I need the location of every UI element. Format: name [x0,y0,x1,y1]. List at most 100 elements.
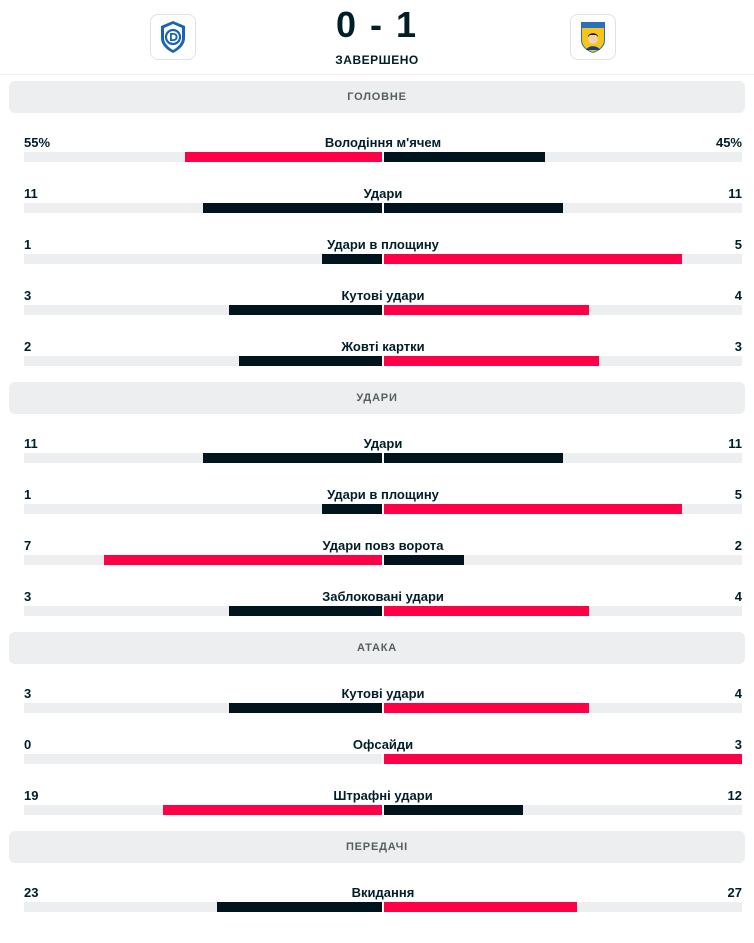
stat-name: Удари повз ворота [322,538,444,553]
home-bar-track [24,254,382,264]
stat-bars [24,555,742,565]
away-value: 5 [734,487,742,502]
home-bar-fill [228,305,382,315]
home-bar-track [24,606,382,616]
stat-name: Вкидання [351,885,415,900]
stat-row: 3 Кутові удари 4 [24,672,742,723]
section-header: УДАРИ [9,382,745,414]
home-value: 23 [24,885,39,900]
home-bar-track [24,305,382,315]
stat-name: Удари в площину [327,237,439,252]
home-value: 55% [24,135,51,150]
stat-name: Удари [363,436,403,451]
stat-row: 23 Вкидання 27 [24,871,742,922]
away-value: 11 [728,186,742,201]
stat-bars [24,453,742,463]
stat-bars [24,152,742,162]
home-bar-fill [322,254,382,264]
away-bar-fill [384,606,589,616]
stat-bars [24,805,742,815]
stats-section: АТАКА 3 Кутові удари 4 0 Офсайди 3 19 Штрафні уд… [0,632,754,825]
stat-name: Жовті картки [341,339,425,354]
home-bar-track [24,152,382,162]
home-value: 3 [24,686,32,701]
stat-name: Володіння м'ячем [324,135,442,150]
stat-row: 1 Удари в площину 5 [24,223,742,274]
away-bar-fill [384,152,546,162]
stat-bars [24,504,742,514]
stat-bars [24,356,742,366]
away-value: 3 [734,737,742,752]
section-header: ГОЛОВНЕ [9,81,745,113]
home-bar-track [24,203,382,213]
away-value: 4 [734,589,742,604]
stat-row: 7 Удари повз ворота 2 [24,524,742,575]
away-value: 4 [734,686,742,701]
home-bar-track [24,902,382,912]
stat-row: 11 Удари 11 [24,172,742,223]
away-value: 2 [734,538,742,553]
stat-row: 55% Володіння м'ячем 45% [24,121,742,172]
stat-row: 2 Жовті картки 3 [24,325,742,376]
home-bar-fill [203,453,382,463]
away-value: 45% [715,135,742,150]
stat-name: Штрафні удари [333,788,433,803]
away-value: 5 [734,237,742,252]
stat-row: 11 Удари 11 [24,422,742,473]
home-bar-fill [322,504,382,514]
stat-name: Кутові удари [341,288,425,303]
dynamo-kyiv-crest-icon [161,21,185,53]
home-value: 0 [24,737,32,752]
away-bar-track [384,254,742,264]
stat-bars [24,203,742,213]
away-bar-fill [384,504,683,514]
away-team-logo[interactable] [570,14,616,60]
away-bar-fill [384,356,599,366]
away-bar-track [384,305,742,315]
stat-name: Офсайди [352,737,414,752]
away-bar-track [384,504,742,514]
stat-bars [24,703,742,713]
away-bar-fill [384,305,589,315]
home-value: 11 [24,436,38,451]
home-value: 1 [24,487,32,502]
stat-name: Удари [363,186,403,201]
home-value: 7 [24,538,32,553]
home-bar-track [24,504,382,514]
away-bar-track [384,356,742,366]
home-bar-track [24,356,382,366]
home-value: 2 [24,339,32,354]
stat-row: 3 Кутові удари 4 [24,274,742,325]
home-bar-track [24,555,382,565]
away-bar-fill [384,754,742,764]
home-bar-track [24,703,382,713]
away-bar-track [384,203,742,213]
home-value: 11 [24,186,38,201]
away-bar-track [384,805,742,815]
statistics-sections: ГОЛОВНЕ 55% Володіння м'ячем 45% 11 Удари 11 1 У… [0,81,754,922]
away-bar-fill [384,254,683,264]
away-bar-track [384,754,742,764]
home-value: 1 [24,237,32,252]
home-bar-track [24,754,382,764]
away-bar-track [384,902,742,912]
home-value: 3 [24,589,32,604]
stat-row: 1 Удари в площину 5 [24,473,742,524]
home-bar-track [24,805,382,815]
stat-name: Кутові удари [341,686,425,701]
home-value: 19 [24,788,39,803]
home-bar-fill [228,703,382,713]
away-bar-fill [384,805,523,815]
home-bar-fill [238,356,382,366]
away-bar-track [384,555,742,565]
home-bar-fill [228,606,382,616]
home-bar-fill [103,555,382,565]
section-header: ПЕРЕДАЧІ [9,831,745,863]
stat-row: 3 Заблоковані удари 4 [24,575,742,626]
match-score: 0 - 1 [335,4,419,45]
stat-row: 0 Офсайди 3 [24,723,742,774]
stats-section: УДАРИ 11 Удари 11 1 Удари в площину 5 7 Удари по… [0,382,754,626]
away-bar-fill [384,555,464,565]
stat-bars [24,606,742,616]
home-team-logo[interactable] [150,14,196,60]
